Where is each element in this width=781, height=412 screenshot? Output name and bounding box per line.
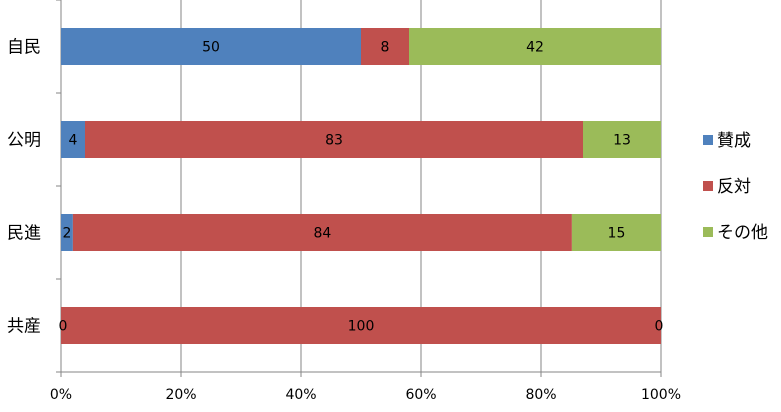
x-tick-label: 20%: [165, 387, 196, 403]
bar-segment: [583, 121, 661, 158]
bar-segment: [61, 307, 661, 344]
data-label: 50: [202, 40, 220, 56]
data-label: 8: [381, 40, 390, 56]
data-label: 4: [69, 133, 78, 149]
bars: [61, 28, 661, 344]
bar-segment: [85, 121, 583, 158]
legend-swatch: [703, 181, 713, 191]
data-label: 84: [313, 226, 331, 242]
data-label: 13: [613, 133, 631, 149]
legend-label: その他: [717, 223, 768, 243]
x-tick-label: 80%: [525, 387, 556, 403]
legend-swatch: [703, 135, 713, 145]
x-tick-label: 0%: [50, 387, 72, 403]
category-label: 公明: [7, 131, 41, 151]
bar-segment: [361, 28, 409, 65]
legend-label: 反対: [717, 177, 751, 197]
category-label: 共産: [7, 317, 41, 337]
bar-segment: [571, 214, 661, 251]
category-label: 民進: [7, 224, 41, 244]
bar-segment: [409, 28, 661, 65]
legend-label: 賛成: [717, 131, 751, 151]
bar-segment: [61, 214, 73, 251]
bar-segment: [72, 214, 572, 251]
data-label: 0: [655, 319, 664, 335]
data-label: 15: [608, 226, 626, 242]
x-tick-label: 100%: [641, 387, 681, 403]
bar-segment: [61, 28, 361, 65]
data-label: 42: [526, 40, 544, 56]
x-tick-label: 60%: [405, 387, 436, 403]
data-label: 83: [325, 133, 343, 149]
data-label: 0: [59, 319, 68, 335]
data-label: 100: [348, 319, 375, 335]
category-label: 自民: [7, 38, 41, 58]
x-tick-label: 40%: [285, 387, 316, 403]
data-label: 2: [62, 226, 71, 242]
bar-segment: [61, 121, 85, 158]
legend-swatch: [703, 227, 713, 237]
labels: 0% 20% 40% 60% 80% 100% 自民 50 8 42 公明 4 83 13 民進 2 84 15 共…: [7, 38, 681, 404]
